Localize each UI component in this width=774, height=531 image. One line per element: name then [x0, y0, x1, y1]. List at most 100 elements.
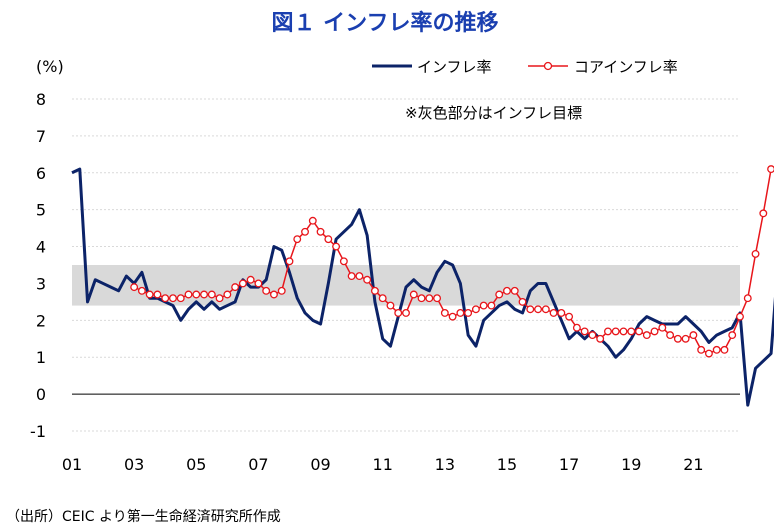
x-tick-label: 03 — [124, 455, 144, 474]
data-point-core — [145, 290, 154, 299]
data-point-core — [370, 286, 379, 295]
legend-label-inflation: インフレ率 — [417, 58, 492, 76]
data-point-core — [293, 235, 302, 244]
target-band-note: ※灰色部分はインフレ目標 — [405, 104, 582, 122]
data-point-core — [402, 309, 410, 317]
data-point-core — [301, 227, 309, 236]
y-tick-label: 4 — [36, 238, 46, 257]
y-axis-label: (%) — [36, 57, 64, 76]
data-point-core — [394, 309, 403, 317]
data-point-core — [223, 290, 232, 299]
data-point-core — [433, 294, 442, 303]
data-point-core — [254, 279, 263, 288]
data-point-core — [308, 216, 317, 225]
data-point-core — [635, 327, 643, 336]
x-tick-label: 19 — [621, 455, 641, 474]
data-point-core — [767, 165, 774, 174]
data-point-core — [153, 290, 162, 299]
data-point-core — [541, 305, 550, 314]
y-tick-label: 5 — [36, 201, 46, 220]
data-point-core — [270, 290, 278, 299]
data-point-core — [262, 286, 271, 295]
data-point-core — [378, 294, 387, 303]
x-tick-label: 15 — [497, 455, 517, 474]
data-point-core — [495, 290, 504, 299]
data-point-core — [759, 209, 768, 218]
data-point-core — [363, 275, 372, 284]
data-point-core — [658, 323, 667, 332]
x-tick-label: 17 — [559, 455, 579, 474]
data-point-core — [697, 345, 706, 354]
series-line-core — [133, 168, 772, 355]
data-point-core — [417, 294, 426, 303]
y-tick-label: 3 — [36, 274, 46, 293]
data-point-core — [169, 294, 177, 303]
data-point-core — [479, 301, 488, 310]
data-point-core — [176, 294, 185, 303]
data-point-core — [557, 309, 566, 317]
data-point-core — [619, 327, 628, 336]
data-point-core — [192, 290, 201, 299]
data-point-core — [743, 294, 752, 303]
y-tick-label: 6 — [36, 164, 46, 183]
data-point-core — [130, 283, 139, 292]
series-line-inflation — [71, 167, 774, 407]
data-point-core — [277, 286, 286, 295]
data-point-core — [246, 275, 255, 284]
data-point-core — [650, 327, 659, 336]
data-point-core — [510, 286, 519, 295]
legend-marker-core — [543, 61, 553, 71]
data-point-core — [549, 309, 558, 317]
series-inflation — [71, 167, 774, 407]
data-point-core — [456, 309, 465, 317]
y-tick-label: 0 — [36, 385, 46, 404]
data-point-core — [231, 283, 240, 292]
data-point-core — [409, 290, 418, 299]
data-point-core — [355, 272, 364, 281]
data-point-core — [487, 301, 496, 310]
data-point-core — [471, 305, 480, 314]
series-core-inflation — [130, 165, 774, 358]
y-tick-label: 1 — [36, 348, 46, 367]
data-point-core — [238, 279, 247, 288]
y-gridlines — [72, 98, 740, 432]
y-tick-labels: 8 7 6 5 4 3 2 1 0 -1 — [30, 90, 46, 441]
data-point-core — [580, 327, 589, 336]
data-point-core — [642, 331, 651, 340]
data-point-core — [728, 331, 737, 340]
data-point-core — [425, 294, 434, 303]
data-point-core — [751, 249, 760, 258]
data-point-core — [673, 334, 682, 343]
data-point-core — [285, 257, 294, 266]
chart-title: 図１ インフレ率の推移 — [272, 10, 499, 36]
y-tick-label: 8 — [36, 90, 46, 109]
data-point-core — [611, 327, 620, 336]
data-point-core — [332, 242, 341, 251]
data-point-core — [200, 290, 208, 299]
x-tick-label: 05 — [186, 455, 206, 474]
data-point-core — [534, 305, 542, 314]
data-point-core — [386, 301, 395, 310]
data-point-core — [161, 294, 170, 303]
data-point-core — [736, 312, 744, 321]
data-point-core — [704, 349, 713, 358]
data-point-core — [526, 305, 535, 314]
data-point-core — [215, 294, 224, 303]
data-point-core — [339, 257, 348, 266]
data-point-core — [627, 327, 636, 336]
legend-label-core: コアインフレ率 — [574, 58, 678, 76]
data-point-core — [184, 290, 193, 299]
x-tick-label: 11 — [373, 455, 393, 474]
data-point-core — [207, 290, 216, 299]
y-tick-label: 2 — [36, 311, 46, 330]
data-point-core — [347, 272, 356, 281]
data-point-core — [440, 309, 449, 317]
data-point-core — [681, 334, 690, 343]
x-tick-labels: 01 03 05 07 09 11 13 15 17 19 21 — [62, 455, 704, 474]
data-point-core — [666, 331, 675, 340]
data-point-core — [518, 297, 527, 306]
x-tick-label: 21 — [683, 455, 703, 474]
source-note: （出所）CEIC より第一生命経済研究所作成 — [6, 508, 281, 525]
data-point-core — [596, 334, 605, 343]
data-point-core — [689, 331, 698, 340]
